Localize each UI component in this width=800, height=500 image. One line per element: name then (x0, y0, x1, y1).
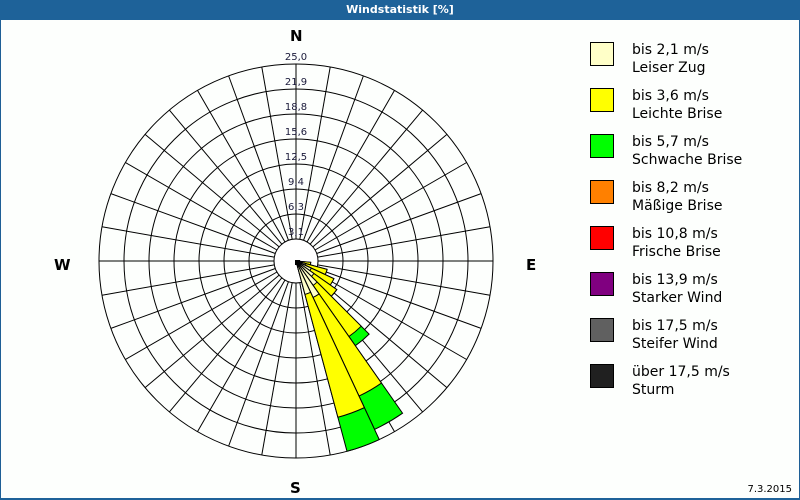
grid-spoke (197, 279, 286, 432)
grid-spoke (314, 162, 467, 251)
bottom-border (0, 498, 800, 500)
grid-spoke (125, 162, 278, 251)
radial-tick-label: 12,5 (285, 152, 307, 163)
grid-spoke (312, 133, 448, 248)
legend-description: Frische Brise (632, 244, 721, 260)
grid-spoke (317, 264, 491, 296)
window-title: Windstatistik [%] (0, 0, 800, 20)
radial-tick-label: 3,1 (288, 227, 304, 238)
legend-swatch (590, 180, 614, 204)
radial-tick-label: 15,6 (285, 127, 307, 138)
grid-spoke (261, 282, 293, 456)
legend-swatch (590, 318, 614, 342)
grid-spoke (110, 268, 276, 329)
grid-spoke (228, 75, 289, 241)
legend-swatch (590, 226, 614, 250)
compass-south-label: S (290, 479, 301, 497)
legend-swatch (590, 88, 614, 112)
grid-spoke (168, 277, 283, 413)
radial-tick-label: 6,3 (288, 202, 304, 213)
legend-description: Starker Wind (632, 290, 723, 306)
legend-speed: über 17,5 m/s (632, 364, 730, 380)
legend-speed: bis 17,5 m/s (632, 318, 718, 334)
radial-tick-label: 18,8 (285, 102, 307, 113)
grid-spoke (144, 274, 280, 389)
wind-sector-bar (295, 260, 366, 418)
wind-sector-bar (295, 260, 312, 296)
compass-west-label: W (54, 256, 71, 274)
grid-spoke (125, 271, 278, 360)
legend-swatch (590, 364, 614, 388)
grid-spoke (303, 75, 364, 241)
legend-speed: bis 8,2 m/s (632, 180, 709, 196)
grid-spoke (228, 281, 289, 447)
calm-marker (295, 260, 300, 265)
grid-spoke (110, 193, 276, 254)
grid-spoke (312, 274, 448, 389)
legend-swatch (590, 134, 614, 158)
grid-spoke (314, 271, 467, 360)
grid-spoke (309, 109, 424, 245)
grid-spoke (316, 193, 482, 254)
grid-spoke (316, 268, 482, 329)
grid-spoke (197, 90, 286, 243)
grid-spoke (261, 66, 293, 240)
date-label: 7.3.2015 (747, 484, 792, 495)
legend-speed: bis 5,7 m/s (632, 134, 709, 150)
grid-spoke (299, 282, 331, 456)
radial-tick-label: 9,4 (288, 177, 304, 188)
wind-rose-chart: 3,1 6,3 9,4 12,5 15,6 18,8 21,9 25,0 (98, 52, 494, 459)
grid-spoke (101, 226, 275, 258)
legend-speed: bis 2,1 m/s (632, 42, 709, 58)
radial-tick-label: 21,9 (285, 77, 307, 88)
legend-description: Leichte Brise (632, 106, 723, 122)
grid-spoke (144, 133, 280, 248)
legend-speed: bis 10,8 m/s (632, 226, 718, 242)
grid-spoke (168, 109, 283, 245)
grid-spoke (306, 90, 395, 243)
radial-tick-label: 25,0 (285, 52, 307, 63)
legend-description: Sturm (632, 382, 675, 398)
legend-description: Mäßige Brise (632, 198, 723, 214)
grid-spoke (317, 226, 491, 258)
compass-north-label: N (290, 27, 303, 45)
legend-description: Schwache Brise (632, 152, 743, 168)
legend-swatch (590, 272, 614, 296)
legend-description: Steifer Wind (632, 336, 718, 352)
compass-east-label: E (526, 256, 537, 274)
grid-spoke (299, 66, 331, 240)
legend-swatch (590, 42, 614, 66)
legend-speed: bis 3,6 m/s (632, 88, 709, 104)
legend-speed: bis 13,9 m/s (632, 272, 718, 288)
legend-description: Leiser Zug (632, 60, 706, 76)
grid-spoke (101, 264, 275, 296)
